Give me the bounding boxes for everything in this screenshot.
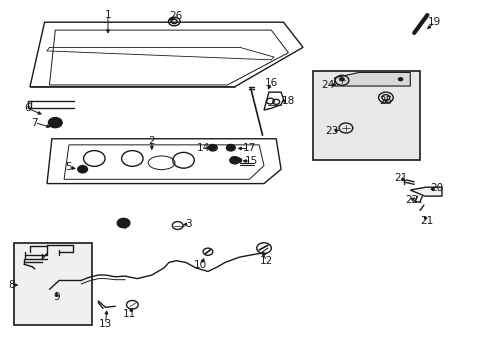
Text: 25: 25 xyxy=(379,96,392,106)
Text: 13: 13 xyxy=(99,319,112,329)
Text: 21: 21 xyxy=(393,173,407,183)
Circle shape xyxy=(78,166,87,173)
Text: 8: 8 xyxy=(9,280,15,290)
Circle shape xyxy=(117,219,130,228)
Text: 24: 24 xyxy=(320,80,333,90)
Text: 14: 14 xyxy=(196,143,209,153)
Text: 16: 16 xyxy=(264,78,277,88)
Text: 3: 3 xyxy=(185,219,191,229)
Text: 20: 20 xyxy=(429,183,443,193)
Text: 9: 9 xyxy=(53,292,60,302)
Polygon shape xyxy=(409,187,441,196)
Text: 18: 18 xyxy=(281,96,294,106)
Text: 11: 11 xyxy=(123,309,136,319)
Text: 12: 12 xyxy=(259,256,272,266)
Circle shape xyxy=(229,157,239,164)
Text: 6: 6 xyxy=(24,103,31,113)
Text: 10: 10 xyxy=(194,260,207,270)
Circle shape xyxy=(339,77,344,81)
Bar xyxy=(14,243,92,325)
Text: 5: 5 xyxy=(65,162,72,172)
Text: 4: 4 xyxy=(120,221,126,231)
Text: 23: 23 xyxy=(325,126,338,135)
Text: 19: 19 xyxy=(427,17,440,27)
Circle shape xyxy=(48,118,62,128)
Text: 15: 15 xyxy=(244,156,258,166)
Text: 22: 22 xyxy=(404,195,418,205)
Text: 1: 1 xyxy=(104,10,111,20)
Circle shape xyxy=(208,144,217,151)
Text: 7: 7 xyxy=(31,118,38,128)
Text: 21: 21 xyxy=(420,216,433,226)
Circle shape xyxy=(397,77,402,81)
Text: 17: 17 xyxy=(242,143,256,153)
Text: 2: 2 xyxy=(148,136,155,145)
Circle shape xyxy=(226,144,235,151)
Circle shape xyxy=(235,158,241,162)
Bar xyxy=(312,71,419,160)
Polygon shape xyxy=(334,72,409,86)
Text: 26: 26 xyxy=(169,11,183,21)
